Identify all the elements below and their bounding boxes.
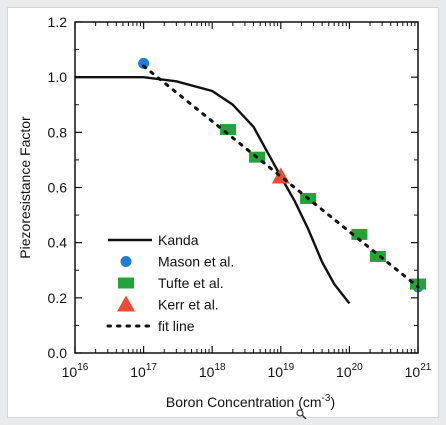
x-tick-base: 10 bbox=[267, 364, 283, 380]
x-tick-base: 10 bbox=[336, 364, 352, 380]
legend-label-kanda: Kanda bbox=[158, 232, 199, 248]
cursor-icon-handle bbox=[301, 414, 307, 419]
x-tick-exp: 18 bbox=[214, 362, 226, 373]
x-tick-label: 1016 bbox=[62, 362, 89, 380]
series-mason-et-al-point bbox=[138, 57, 150, 69]
y-tick-label: 0.8 bbox=[48, 124, 68, 140]
legend: Kanda Mason et al. Tufte et al. Kerr et al.… bbox=[106, 232, 234, 334]
y-tick-label: 1.0 bbox=[48, 69, 68, 85]
x-axis-label-end: ) bbox=[330, 394, 335, 410]
series-tufte-et-al-point bbox=[351, 228, 368, 240]
x-tick-base: 10 bbox=[62, 364, 78, 380]
x-tick-label: 1020 bbox=[336, 362, 363, 380]
x-tick-exp: 19 bbox=[283, 362, 295, 373]
x-tick-label: 1018 bbox=[199, 362, 226, 380]
series-tufte-et-al-point bbox=[220, 124, 237, 136]
y-tick-label: 0.2 bbox=[48, 290, 68, 306]
y-axis-label: Piezoresistance Factor bbox=[17, 116, 33, 259]
legend-label-tufte-et-al: Tufte et al. bbox=[158, 275, 224, 291]
x-tick-exp: 20 bbox=[352, 362, 364, 373]
legend-swatch-mason-et-al bbox=[120, 256, 132, 267]
legend-swatch-kerr-et-al bbox=[117, 295, 135, 312]
x-axis-label-main: Boron Concentration (cm bbox=[166, 394, 322, 410]
x-axis-label: Boron Concentration (cm-3) bbox=[166, 393, 335, 410]
legend-label-fit-line: fit line bbox=[158, 318, 195, 334]
x-tick-base: 10 bbox=[405, 364, 421, 380]
y-tick-label: 0.6 bbox=[48, 180, 68, 196]
x-tick-exp: 17 bbox=[146, 362, 158, 373]
y-tick-label: 0.4 bbox=[48, 235, 68, 251]
chart: 1016 1017 1018 1019 1020 10210.00.20.40.60.81… bbox=[17, 14, 432, 419]
x-tick-exp: 16 bbox=[77, 362, 89, 373]
x-tick-label: 1021 bbox=[405, 362, 432, 380]
x-tick-label: 1019 bbox=[267, 362, 294, 380]
series-kanda-line bbox=[75, 76, 351, 305]
legend-swatch-tufte-et-al bbox=[118, 277, 134, 289]
legend-label-mason-et-al: Mason et al. bbox=[158, 254, 234, 270]
x-tick-base: 10 bbox=[199, 364, 215, 380]
y-tick-label: 1.2 bbox=[48, 14, 68, 30]
chart-frame: 1016 1017 1018 1019 1020 1021 0.0 0.2 0.4 0.6 0.8 1… bbox=[7, 7, 439, 419]
axes: 1016 1017 1018 1019 1020 10210.00.20.40.60.81… bbox=[48, 14, 432, 419]
series-tufte-et-al-point bbox=[369, 250, 386, 262]
y-tick-label: 0.0 bbox=[48, 345, 68, 361]
x-tick-base: 10 bbox=[130, 364, 146, 380]
cursor-icon bbox=[296, 409, 307, 419]
x-axis-label-sup: -3 bbox=[322, 393, 331, 404]
x-tick-label: 1017 bbox=[130, 362, 157, 380]
legend-label-kerr-et-al: Kerr et al. bbox=[158, 297, 219, 313]
series-fit-line-line bbox=[142, 64, 420, 289]
cursor-icon-ring bbox=[296, 409, 304, 417]
x-tick-exp: 21 bbox=[420, 362, 432, 373]
